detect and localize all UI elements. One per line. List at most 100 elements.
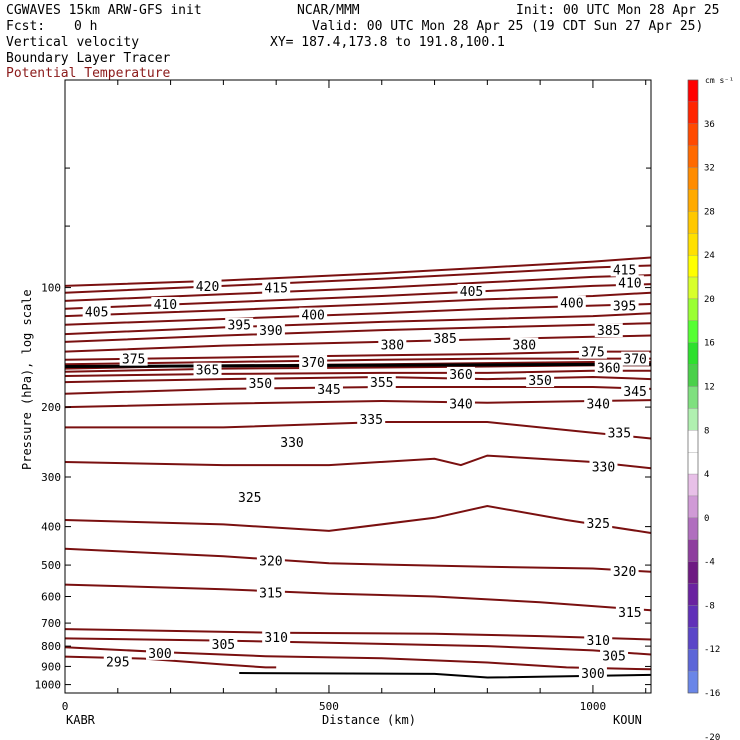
colorbar-swatch [687,473,699,497]
contour-label-bg [457,283,486,298]
contour-label-bg [256,323,285,338]
colorbar-swatch [687,145,699,168]
colorbar-swatch [687,670,699,694]
colorbar-label: -20 [704,733,720,740]
colorbar-swatch [687,101,699,124]
contour-label-bg [584,516,613,531]
contour-350 [64,375,652,384]
contour-label-bg [357,411,386,426]
colorbar-swatch [687,79,699,103]
colorbar-swatch [687,627,699,650]
contour-330 [64,454,652,470]
colorbar-swatch [687,254,699,278]
contour-label-bg [246,376,275,391]
contour-label: 375 [122,353,145,368]
colorbar-swatch [687,167,699,190]
x-axis-label: Distance (km) [322,713,416,727]
contour-label-bg [594,323,623,338]
contour-315 [64,583,652,612]
contour-420 [64,256,652,287]
contour-label: 325 [238,491,261,506]
colorbar-label: -4 [704,558,715,568]
colorbar-swatch [687,298,699,321]
contour-label: 385 [433,332,456,347]
contour-label-bg [119,351,148,366]
colorbar-swatch [687,211,699,234]
contour-label-bg [193,278,222,293]
contour-label-bg [610,298,639,313]
contour-label-bg [589,459,618,474]
colorbar-label: 12 [704,383,715,393]
valid-time: Valid: 00 UTC Mon 28 Apr 25 (19 CDT Sun … [312,19,704,34]
colorbar-swatch [687,452,699,475]
contour-355 [64,369,651,377]
contour-label-bg [605,425,634,440]
contour-label: 380 [381,338,404,353]
init-time: Init: 00 UTC Mon 28 Apr 25 [516,3,720,18]
colorbar-frame [687,79,699,694]
y-tick-label: 900 [41,660,61,673]
x-tick-label: 500 [319,700,339,713]
colorbar-label: 24 [704,251,715,261]
contour-label: 335 [359,413,382,428]
contour-label-bg [378,337,407,352]
contour-label: 345 [623,385,646,400]
field-vertical-velocity: Vertical velocity [6,35,140,50]
y-axis-ticks: 100 200 300 400 500 600 700 800 900 1000 [35,79,651,692]
colorbar-swatch [687,320,699,343]
contour-label: 415 [613,263,636,278]
contour-label: 295 [106,656,129,671]
contour-label-bg [584,396,613,411]
contour-label: 360 [449,368,472,383]
contour-label: 370 [623,353,646,368]
contour-label: 410 [154,298,177,313]
contour-label-bg [256,553,285,568]
contour-label-bg [594,360,623,375]
contour-label-bg [446,396,475,411]
contour-label-bg [615,275,644,290]
contour-label: 395 [227,319,250,334]
contour-label: 325 [586,517,609,532]
colorbar-label: 32 [704,164,715,174]
contour-label-bg [262,629,291,644]
x-tick-label: 0 [62,700,69,713]
contour-label: 310 [586,634,609,649]
colorbar-swatch [687,495,699,519]
y-axis-label: Pressure (hPa), log scale [20,289,34,470]
contour-label-bg [526,373,555,388]
colorbar-label: 16 [704,339,715,349]
colorbar-swatch [687,430,699,453]
left-endpoint-label: KABR [66,713,95,727]
contour-395 [64,303,652,326]
contour-label: 375 [581,346,604,361]
contour-label-bg [299,307,328,322]
contour-label: 340 [586,398,609,413]
org-label: NCAR/MMM [297,3,360,18]
colorbar-label: 0 [704,514,709,524]
contour-label-bg [235,490,264,505]
contour-label: 300 [148,647,171,662]
contour-label: 310 [264,631,287,646]
contour-label: 420 [196,280,219,295]
contour-label: 350 [249,377,272,392]
colorbar-swatch [687,386,699,409]
contour-label-bg [367,375,396,390]
colorbar-swatch [687,561,699,584]
colorbar-label: 28 [704,207,715,217]
contour-label-bg [446,366,475,381]
cross-section-xy: XY= 187.4,173.8 to 191.8,100.1 [270,35,505,50]
contour-label-bg [278,435,307,450]
contour-label: 345 [317,383,340,398]
contour-label: 305 [602,650,625,665]
contour-390 [64,312,652,336]
contour-label: 305 [212,638,235,653]
colorbar-swatch [687,605,699,628]
contour-label: 370 [301,356,324,371]
contour-label: 410 [618,276,641,291]
colorbar-swatch [687,583,699,606]
contour-label: 385 [597,324,620,339]
y-tick-label: 800 [41,640,61,653]
y-tick-label: 400 [41,521,61,534]
